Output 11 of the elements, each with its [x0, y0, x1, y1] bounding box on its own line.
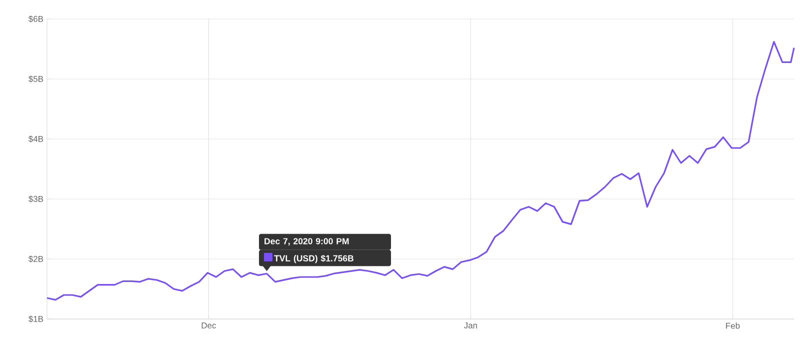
- x-tick-label: Dec: [202, 322, 216, 328]
- y-tick-label: $5B: [28, 76, 44, 82]
- annotation: TVL (USD) $1.756B: [274, 254, 354, 264]
- x-tick-label: Feb: [726, 322, 740, 329]
- y-tick-label: $1B: [28, 316, 44, 322]
- x-tick-label: Jan: [464, 322, 477, 328]
- y-tick-label: $4B: [28, 136, 44, 142]
- annotation: Dec 7, 2020 9:00 PM: [264, 238, 349, 246]
- y-tick-label: $2B: [28, 256, 44, 262]
- y-tick-label: $6B: [28, 16, 44, 22]
- y-tick-label: $3B: [28, 196, 44, 202]
